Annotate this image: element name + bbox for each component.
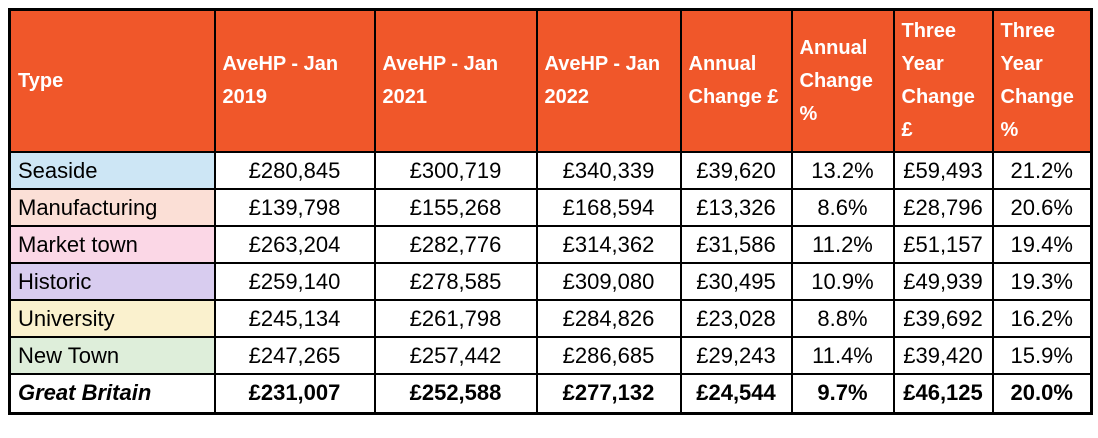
table-row-university: University £245,134 £261,798 £284,826 £2… — [8, 299, 1093, 338]
cell: £13,326 — [679, 188, 793, 227]
table-body: Seaside £280,845 £300,719 £340,339 £39,6… — [8, 151, 1093, 414]
cell: £277,132 — [535, 373, 682, 414]
col-header-avehp-jan-2021: AveHP - Jan 2021 — [373, 8, 538, 153]
row-label: Manufacturing — [8, 188, 216, 227]
cell: £309,080 — [535, 262, 682, 301]
cell: £286,685 — [535, 336, 682, 375]
cell: 11.4% — [790, 336, 895, 375]
cell: £168,594 — [535, 188, 682, 227]
cell: £284,826 — [535, 299, 682, 338]
cell: 11.2% — [790, 225, 895, 264]
cell: £39,620 — [679, 151, 793, 190]
cell: £51,157 — [892, 225, 994, 264]
row-label: University — [8, 299, 216, 338]
cell: 20.6% — [991, 188, 1093, 227]
cell: £252,588 — [373, 373, 538, 414]
cell: £24,544 — [679, 373, 793, 414]
cell: 19.3% — [991, 262, 1093, 301]
cell: £49,939 — [892, 262, 994, 301]
cell: £139,798 — [213, 188, 376, 227]
col-header-type: Type — [8, 8, 216, 153]
cell: £300,719 — [373, 151, 538, 190]
col-header-annual-change-pct: Annual Change % — [790, 8, 895, 153]
cell: £340,339 — [535, 151, 682, 190]
row-label: Market town — [8, 225, 216, 264]
col-header-avehp-jan-2019: AveHP - Jan 2019 — [213, 8, 376, 153]
cell: 15.9% — [991, 336, 1093, 375]
row-label: Seaside — [8, 151, 216, 190]
cell: 10.9% — [790, 262, 895, 301]
table-row-manufacturing: Manufacturing £139,798 £155,268 £168,594… — [8, 188, 1093, 227]
table-row-new-town: New Town £247,265 £257,442 £286,685 £29,… — [8, 336, 1093, 375]
cell: 13.2% — [790, 151, 895, 190]
cell: 8.8% — [790, 299, 895, 338]
cell: £257,442 — [373, 336, 538, 375]
cell: 21.2% — [991, 151, 1093, 190]
cell: £28,796 — [892, 188, 994, 227]
cell: £59,493 — [892, 151, 994, 190]
cell: 8.6% — [790, 188, 895, 227]
cell: 16.2% — [991, 299, 1093, 338]
cell: £39,420 — [892, 336, 994, 375]
cell: £280,845 — [213, 151, 376, 190]
table-row-historic: Historic £259,140 £278,585 £309,080 £30,… — [8, 262, 1093, 301]
col-header-three-year-change-pct: Three Year Change % — [991, 8, 1093, 153]
cell: £259,140 — [213, 262, 376, 301]
cell: £263,204 — [213, 225, 376, 264]
cell: £314,362 — [535, 225, 682, 264]
col-header-annual-change-gbp: Annual Change £ — [679, 8, 793, 153]
house-price-table: Type AveHP - Jan 2019 AveHP - Jan 2021 A… — [8, 8, 1093, 415]
table-header: Type AveHP - Jan 2019 AveHP - Jan 2021 A… — [8, 8, 1093, 153]
row-label-total: Great Britain — [8, 373, 216, 414]
cell: £23,028 — [679, 299, 793, 338]
cell: £29,243 — [679, 336, 793, 375]
table-row-market-town: Market town £263,204 £282,776 £314,362 £… — [8, 225, 1093, 264]
cell: £30,495 — [679, 262, 793, 301]
cell: £261,798 — [373, 299, 538, 338]
cell: 20.0% — [991, 373, 1093, 414]
cell: £245,134 — [213, 299, 376, 338]
cell: £282,776 — [373, 225, 538, 264]
table-row-great-britain: Great Britain £231,007 £252,588 £277,132… — [8, 373, 1093, 414]
col-header-avehp-jan-2022: AveHP - Jan 2022 — [535, 8, 682, 153]
cell: £247,265 — [213, 336, 376, 375]
row-label: New Town — [8, 336, 216, 375]
col-header-three-year-change-gbp: Three Year Change £ — [892, 8, 994, 153]
cell: 19.4% — [991, 225, 1093, 264]
cell: £46,125 — [892, 373, 994, 414]
table-row-seaside: Seaside £280,845 £300,719 £340,339 £39,6… — [8, 151, 1093, 190]
cell: £155,268 — [373, 188, 538, 227]
cell: 9.7% — [790, 373, 895, 414]
cell: £39,692 — [892, 299, 994, 338]
cell: £231,007 — [213, 373, 376, 414]
cell: £31,586 — [679, 225, 793, 264]
cell: £278,585 — [373, 262, 538, 301]
row-label: Historic — [8, 262, 216, 301]
header-row: Type AveHP - Jan 2019 AveHP - Jan 2021 A… — [8, 8, 1093, 153]
